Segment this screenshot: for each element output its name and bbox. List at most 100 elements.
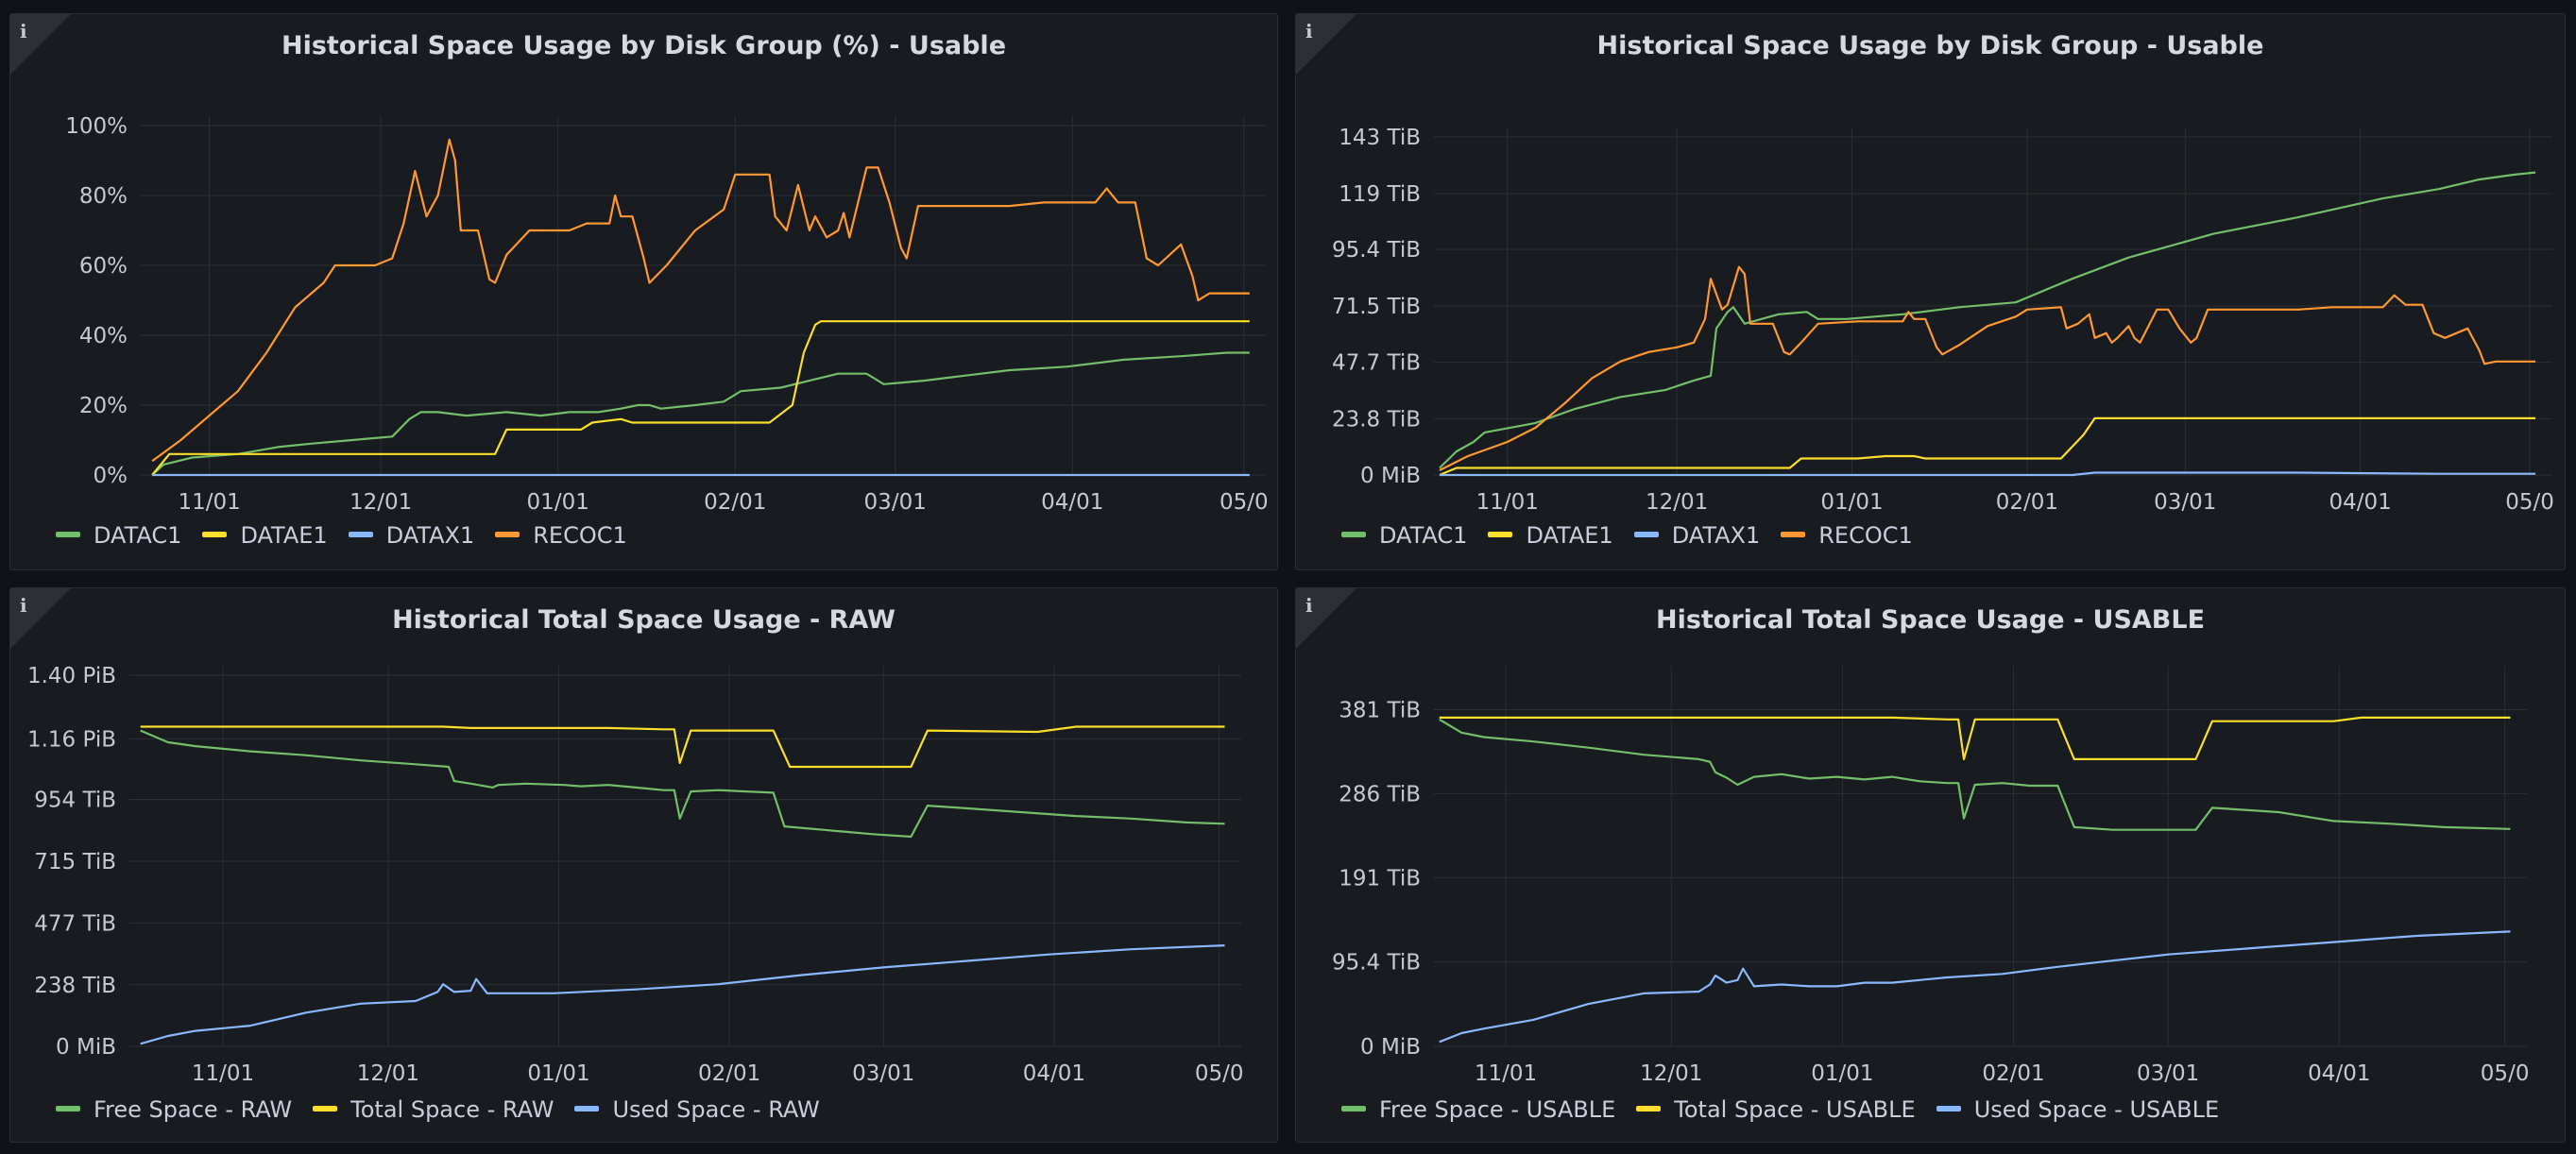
series-line-datae1[interactable] [1439, 416, 2536, 477]
legend-label: DATAX1 [1671, 522, 1761, 549]
panel-total-usable: i Historical Total Space Usage - USABLE … [1295, 587, 2566, 1143]
panel-corner [10, 588, 71, 649]
x-tick-label: 04/01 [2329, 490, 2392, 515]
x-tick-label: 01/01 [1820, 490, 1883, 515]
series-line-used-space-raw[interactable] [140, 944, 1225, 1045]
panel-corner [1296, 588, 1356, 649]
legend-item[interactable]: RECOC1 [495, 522, 627, 549]
y-tick-label: 381 TiB [1339, 698, 1421, 722]
chart-area: 0 MiB 238 TiB 477 TiB 715 TiB 954 TiB 1.16 Pi… [27, 664, 1244, 1086]
info-icon[interactable]: i [20, 20, 27, 42]
y-tick-label: 47.7 TiB [1332, 351, 1421, 376]
series-line-recoc1[interactable] [151, 138, 1250, 463]
x-tick-label: 05/0 [1195, 1061, 1244, 1086]
y-tick-label: 40% [79, 324, 128, 348]
series-line-datax1[interactable] [1440, 471, 2536, 477]
y-tick-label: 715 TiB [34, 850, 116, 874]
legend-swatch [1633, 532, 1659, 537]
y-tick-label: 20% [79, 394, 128, 418]
y-tick-label: 0% [94, 464, 128, 488]
series-line-free-space-raw[interactable] [140, 729, 1225, 839]
legend-swatch [348, 532, 373, 537]
legend-item[interactable]: Free Space - USABLE [1341, 1096, 1615, 1123]
x-tick-label: 04/01 [2308, 1061, 2370, 1086]
series-line-used-space-usable[interactable] [1439, 930, 2511, 1044]
y-tick-label: 238 TiB [34, 974, 116, 998]
panel-corner [10, 14, 71, 75]
x-tick-label: 12/01 [1640, 1061, 1702, 1086]
legend-item[interactable]: Free Space - RAW [56, 1096, 292, 1123]
y-tick-label: 1.16 PiB [27, 727, 116, 752]
y-tick-label: 0 MiB [1360, 1035, 1421, 1060]
series-line-recoc1[interactable] [1439, 265, 2536, 471]
legend-item[interactable]: DATAE1 [1488, 522, 1613, 549]
legend-item[interactable]: Used Space - USABLE [1936, 1096, 2219, 1123]
y-tick-label: 477 TiB [34, 911, 116, 936]
legend-swatch [574, 1106, 600, 1112]
panel-title[interactable]: Historical Space Usage by Disk Group (%)… [281, 31, 1007, 60]
legend-label: DATAC1 [1379, 522, 1468, 549]
series-line-total-space-raw[interactable] [140, 725, 1225, 769]
info-icon[interactable]: i [1305, 594, 1313, 617]
legend-item[interactable]: Total Space - USABLE [1636, 1096, 1916, 1123]
y-tick-label: 191 TiB [1339, 866, 1421, 891]
x-tick-label: 02/01 [1996, 490, 2058, 515]
legend-item[interactable]: RECOC1 [1781, 522, 1913, 549]
legend-item[interactable]: Used Space - RAW [574, 1096, 820, 1123]
legend-label: Total Space - USABLE [1674, 1096, 1916, 1123]
y-tick-label: 60% [79, 254, 128, 279]
panel-disk-group-usable: i Historical Space Usage by Disk Group -… [1295, 13, 2566, 570]
legend-label: DATAE1 [1526, 522, 1613, 549]
legend-swatch [1936, 1106, 1961, 1112]
x-tick-label: 12/01 [1646, 490, 1708, 515]
x-tick-label: 01/01 [527, 490, 589, 515]
panel-title[interactable]: Historical Total Space Usage - USABLE [1655, 605, 2206, 635]
x-tick-label: 04/01 [1023, 1061, 1085, 1086]
series-line-total-space-usable[interactable] [1439, 716, 2511, 760]
series-line-datac1[interactable] [1439, 171, 2536, 469]
panel-title[interactable]: Historical Space Usage by Disk Group - U… [1596, 31, 2264, 60]
x-tick-label: 11/01 [178, 490, 240, 515]
y-tick-label: 71.5 TiB [1332, 295, 1421, 319]
legend-label: RECOC1 [1818, 522, 1913, 549]
chart-area: 0 MiB 23.8 TiB 47.7 TiB 71.5 TiB 95.4 TiB 119… [1332, 126, 2554, 515]
x-tick-label: 03/01 [2137, 1061, 2199, 1086]
legend-item[interactable]: DATAC1 [1341, 522, 1467, 549]
series-line-free-space-usable[interactable] [1439, 718, 2511, 831]
legend-item[interactable]: Total Space - RAW [313, 1096, 554, 1123]
x-tick-label: 02/01 [698, 1061, 760, 1086]
panel-corner [1296, 14, 1356, 75]
legend-swatch [1781, 532, 1806, 537]
legend: DATAC1 DATAE1 DATAX1 RECOC1 [56, 522, 648, 549]
x-tick-label: 05/0 [1220, 490, 1269, 515]
x-tick-label: 03/01 [2154, 490, 2216, 515]
y-tick-label: 0 MiB [1360, 464, 1421, 488]
y-tick-label: 119 TiB [1339, 182, 1421, 207]
x-tick-label: 05/0 [2505, 490, 2554, 515]
legend-label: Used Space - RAW [612, 1096, 820, 1123]
legend-label: DATAE1 [240, 522, 328, 549]
y-tick-label: 95.4 TiB [1332, 238, 1421, 263]
legend-item[interactable]: DATAX1 [1633, 522, 1761, 549]
panel-title[interactable]: Historical Total Space Usage - RAW [392, 605, 896, 635]
legend-item[interactable]: DATAE1 [202, 522, 328, 549]
legend-item[interactable]: DATAX1 [348, 522, 474, 549]
panel-total-raw: i Historical Total Space Usage - RAW 0 M… [9, 587, 1278, 1143]
y-tick-label: 80% [79, 184, 128, 209]
series-line-datae1[interactable] [151, 320, 1250, 476]
info-icon[interactable]: i [20, 594, 27, 617]
legend-swatch [1636, 1106, 1662, 1112]
x-tick-label: 03/01 [852, 1061, 914, 1086]
legend-swatch [1341, 532, 1366, 537]
legend-label: Total Space - RAW [350, 1096, 554, 1123]
y-tick-label: 0 MiB [56, 1035, 116, 1060]
x-tick-label: 11/01 [1476, 490, 1539, 515]
legend-swatch [1488, 532, 1513, 537]
chart-area: 0% 20% 40% 60% 80% 100% 11/01 12/01 01/01 02/01 03… [65, 114, 1269, 515]
legend: DATAC1 DATAE1 DATAX1 RECOC1 [1341, 522, 1934, 549]
series-line-datac1[interactable] [151, 351, 1250, 476]
legend-item[interactable]: DATAC1 [56, 522, 181, 549]
info-icon[interactable]: i [1305, 20, 1313, 42]
y-tick-label: 1.40 PiB [27, 664, 116, 688]
x-tick-label: 12/01 [350, 490, 412, 515]
